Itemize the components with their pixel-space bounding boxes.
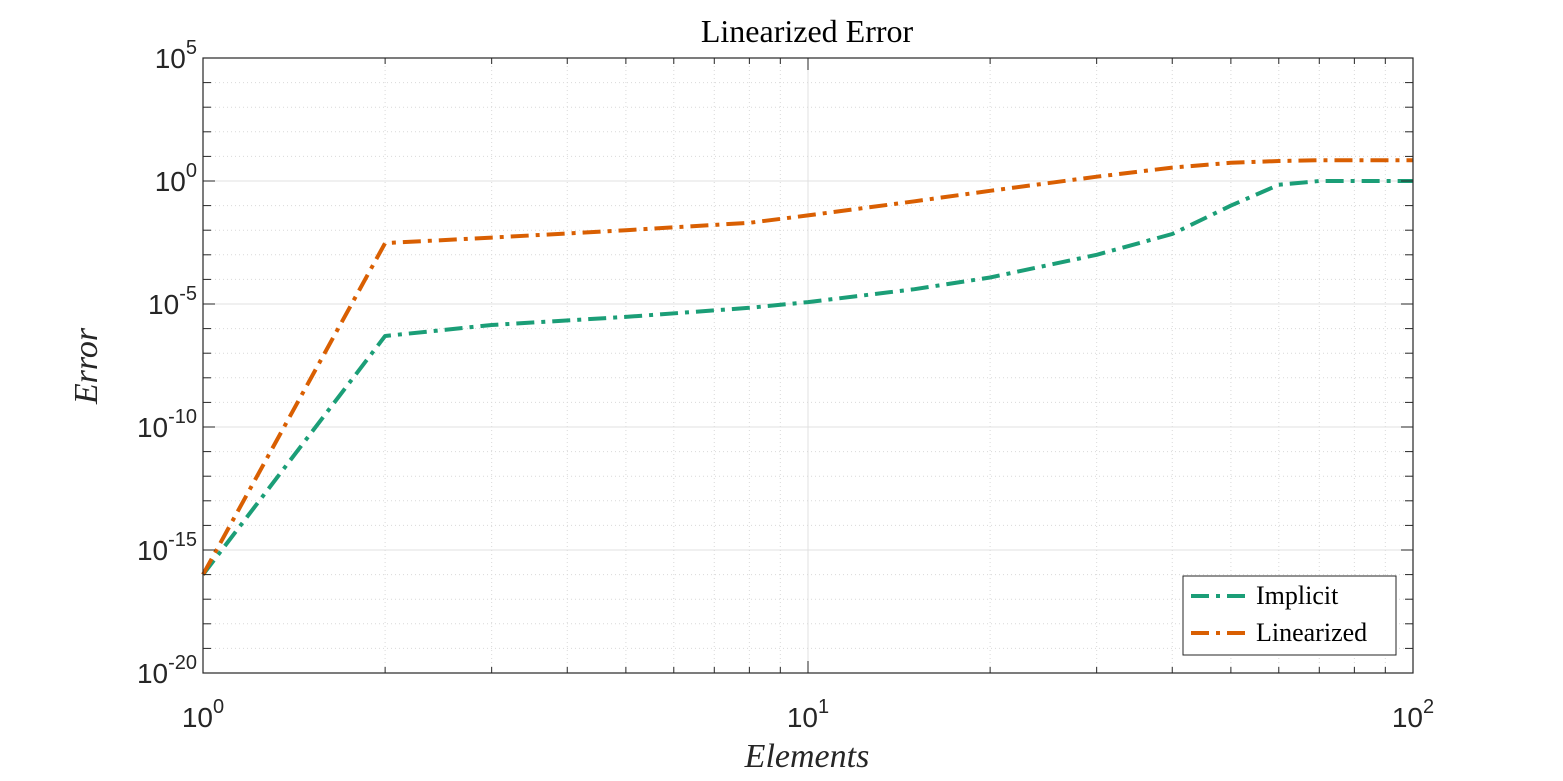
y-tick-label: 10-5	[148, 283, 197, 320]
x-tick-label: 101	[787, 696, 829, 733]
legend-label-implicit: Implicit	[1256, 581, 1339, 610]
x-tick-label: 100	[182, 696, 224, 733]
legend: Implicit Linearized	[1182, 575, 1397, 656]
series-line-linearized	[201, 158, 1413, 576]
chart-title: Linearized Error	[701, 13, 914, 49]
y-tick-label: 10-20	[137, 652, 197, 689]
y-tick-label: 10-15	[137, 529, 197, 566]
tick-labels: 100 101 102 10-20 10-15 10-10 10-5 100 105	[137, 37, 1434, 733]
series-line-implicit	[201, 179, 1413, 576]
y-axis-label: Error	[68, 327, 105, 405]
legend-label-linearized: Linearized	[1256, 618, 1367, 647]
x-tick-label: 102	[1392, 696, 1434, 733]
y-tick-label: 105	[155, 37, 197, 74]
y-tick-label: 100	[155, 160, 197, 197]
series-layer	[201, 158, 1413, 576]
legend-box	[1182, 575, 1397, 656]
axes	[202, 57, 1414, 674]
x-axis-label: Elements	[744, 738, 870, 775]
y-tick-label: 10-10	[137, 406, 197, 443]
